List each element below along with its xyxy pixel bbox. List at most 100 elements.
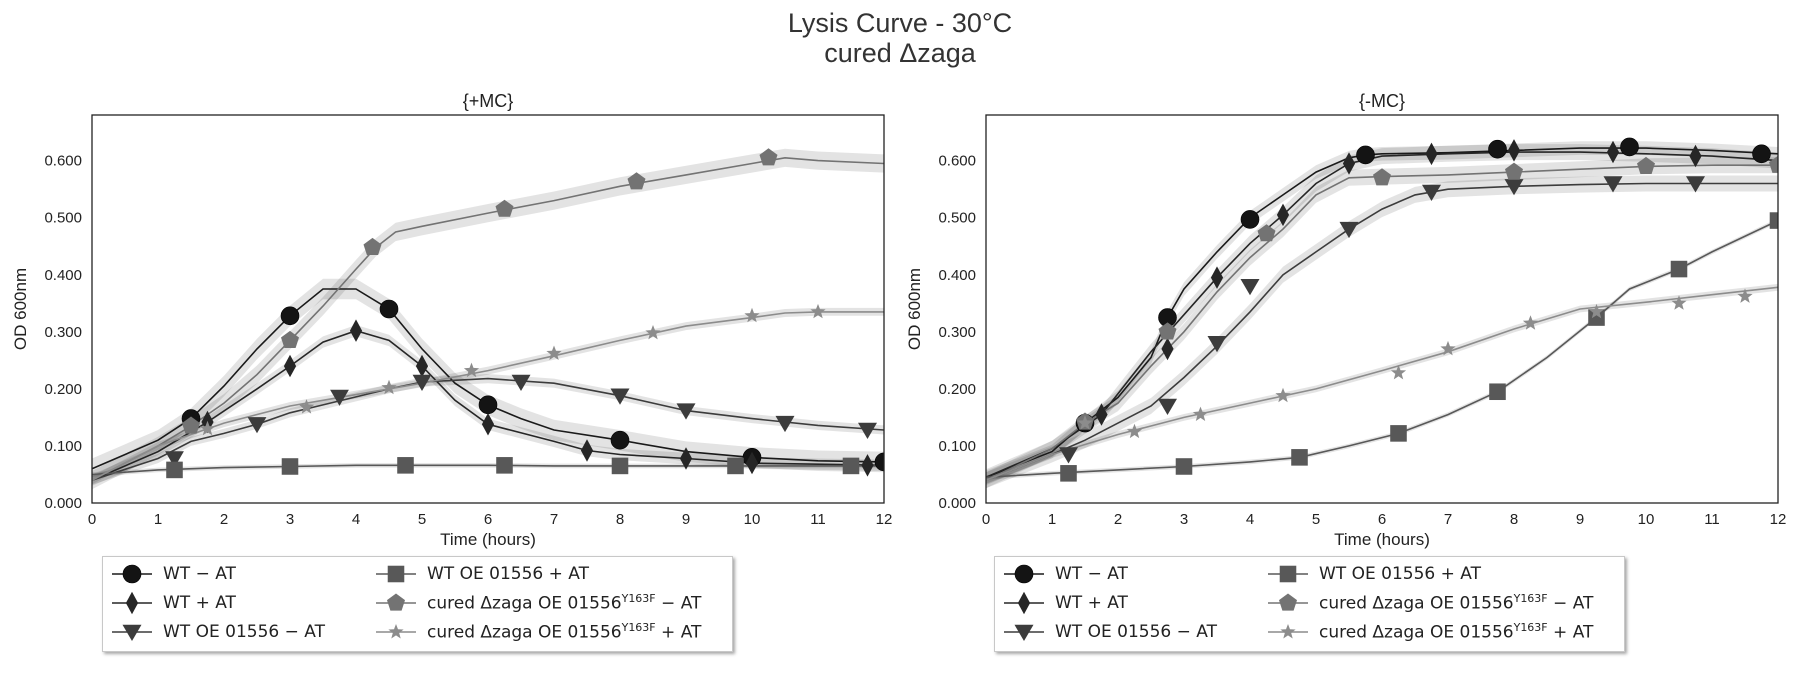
legend-label: WT + AT	[163, 593, 236, 613]
y-tick-label: 0.500	[44, 210, 82, 227]
series-line	[986, 182, 1778, 481]
plot-frame	[91, 114, 885, 504]
data-point	[1240, 210, 1260, 229]
data-point	[330, 389, 349, 406]
data-point	[676, 403, 696, 420]
data-point	[1522, 315, 1539, 330]
legend-label: WT + AT	[1055, 593, 1128, 613]
data-point	[495, 199, 514, 217]
x-tick-label: 0	[88, 511, 96, 528]
data-point	[1671, 295, 1687, 310]
data-point	[281, 458, 299, 475]
legend-item: WT OE 01556 + AT	[1265, 560, 1481, 588]
x-tick-label: 8	[616, 511, 624, 528]
legend-item: WT − AT	[109, 560, 236, 588]
data-point	[679, 447, 693, 470]
data-point	[759, 148, 778, 166]
data-point	[1603, 176, 1623, 193]
data-point	[842, 457, 860, 475]
x-tick-label: 5	[1312, 511, 1320, 528]
legend-label-text: WT OE 01556 + AT	[427, 564, 589, 584]
data-point	[166, 461, 183, 479]
x-tick-label: 0	[982, 511, 990, 528]
legend-item: WT − AT	[1001, 560, 1128, 588]
x-axis-label: Time (hours)	[440, 530, 536, 549]
x-tick-label: 6	[1378, 511, 1386, 528]
data-point	[874, 452, 884, 472]
square-marker-icon	[376, 565, 416, 583]
legend-label: WT OE 01556 + AT	[1319, 564, 1481, 584]
y-tick-label: 0.000	[938, 495, 976, 512]
legend-label: WT OE 01556 − AT	[163, 622, 325, 642]
y-tick-label: 0.400	[44, 267, 82, 284]
data-point	[1342, 152, 1356, 175]
legend-label-suffix: − AT	[655, 593, 702, 614]
data-point	[1192, 406, 1209, 421]
data-point	[412, 374, 432, 391]
legend-item: WT OE 01556 − AT	[109, 618, 325, 646]
legend-label-suffix: + AT	[1547, 622, 1594, 643]
data-point	[511, 374, 531, 391]
data-point	[775, 415, 795, 433]
x-tick-label: 9	[1576, 511, 1584, 528]
circle-marker-icon	[112, 564, 152, 584]
triangle-marker-icon	[1004, 624, 1044, 641]
data-point	[610, 388, 630, 405]
data-point	[349, 319, 363, 342]
data-point	[1670, 260, 1688, 278]
y-tick-label: 0.200	[938, 381, 976, 398]
legend-item: cured Δzaga OE 01556Y163F + AT	[1265, 618, 1593, 646]
data-point	[281, 330, 299, 348]
data-point	[1077, 415, 1093, 430]
x-tick-label: 1	[1048, 511, 1056, 528]
y-tick-label: 0.600	[44, 153, 82, 170]
data-point	[1507, 139, 1521, 162]
data-point	[1769, 155, 1778, 173]
x-axis-label: Time (hours)	[1334, 530, 1430, 549]
data-point	[1390, 364, 1407, 380]
x-tick-label: 10	[1638, 511, 1655, 528]
data-point	[363, 237, 382, 255]
x-tick-label: 1	[154, 511, 162, 528]
figure-title-line1: Lysis Curve - 30°C	[787, 8, 1013, 38]
data-point	[1489, 383, 1506, 401]
legend-label-text: cured Δzaga OE 01556	[1319, 622, 1514, 643]
data-point	[1752, 144, 1771, 164]
x-tick-label: 3	[286, 511, 294, 528]
legend-label-text: WT OE 01556 − AT	[163, 622, 325, 642]
data-point	[481, 413, 495, 436]
star-marker-icon	[376, 624, 416, 639]
confidence-band	[92, 374, 884, 485]
series-line	[986, 286, 1778, 481]
y-tick-label: 0.100	[44, 438, 82, 455]
data-point	[1339, 221, 1359, 239]
x-tick-label: 12	[876, 511, 893, 528]
panel-0: {+MC}0 1 2 3 4 5 6 7 8 9 10 11 120.0000.1000.2000.30…	[11, 91, 893, 549]
legend-item: WT + AT	[109, 589, 236, 617]
data-point	[381, 379, 397, 395]
data-point	[1440, 340, 1456, 356]
circle-marker-icon	[1004, 564, 1044, 584]
y-tick-label: 0.200	[44, 381, 82, 398]
legend-item: WT OE 01556 + AT	[373, 560, 589, 588]
data-point	[1291, 449, 1308, 466]
data-point	[182, 416, 200, 434]
x-tick-label: 7	[1444, 511, 1452, 528]
data-point	[1505, 162, 1523, 180]
data-point	[1257, 224, 1276, 242]
data-point	[745, 451, 759, 475]
data-point	[1689, 144, 1702, 168]
data-point	[627, 172, 646, 190]
x-tick-label: 11	[1704, 511, 1720, 528]
figure-title-line2: cured Δzaga	[824, 38, 976, 68]
legend-label-text: WT − AT	[1055, 564, 1128, 584]
legend-label-superscript: Y163F	[1513, 621, 1548, 635]
diamond-marker-icon	[1004, 591, 1044, 615]
y-tick-label: 0.500	[938, 210, 976, 227]
legend-label: WT − AT	[1055, 564, 1128, 584]
data-point	[1737, 288, 1753, 303]
data-point	[1390, 425, 1407, 442]
legend-item: WT OE 01556 − AT	[1001, 618, 1217, 646]
data-point	[1210, 266, 1224, 289]
legend-label-text: WT OE 01556 + AT	[1319, 564, 1481, 584]
